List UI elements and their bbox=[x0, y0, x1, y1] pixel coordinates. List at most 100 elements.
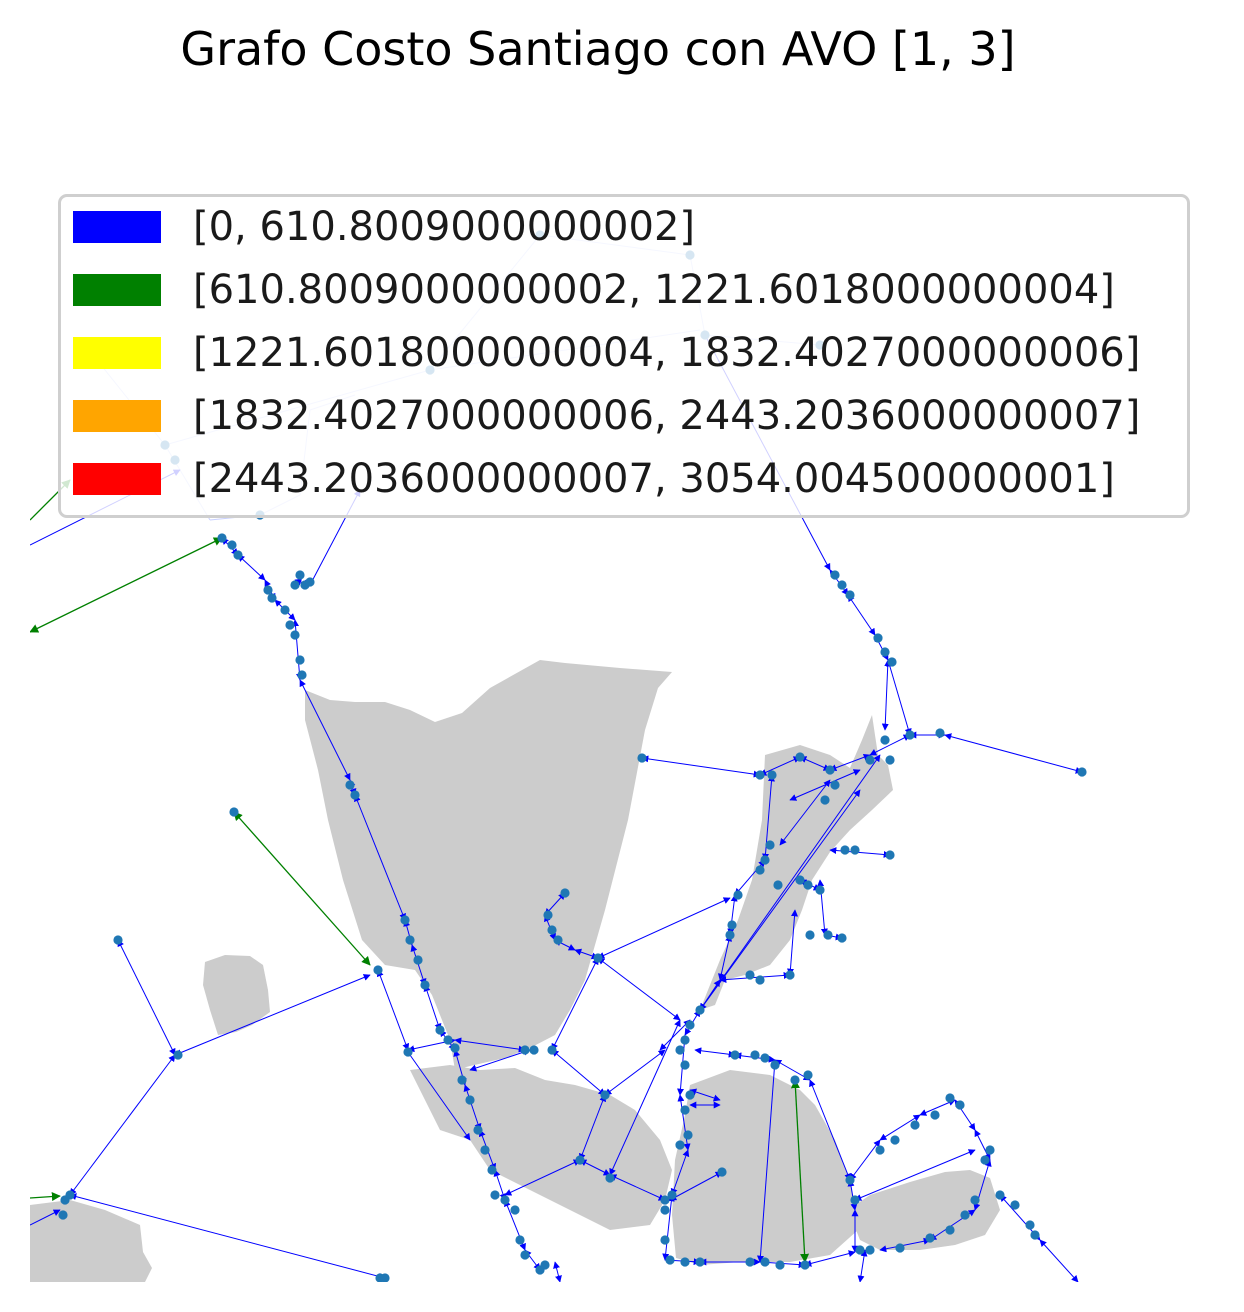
node-134 bbox=[865, 1245, 875, 1255]
edge-58 bbox=[504, 1159, 581, 1196]
node-55 bbox=[58, 1210, 68, 1220]
node-45 bbox=[373, 965, 383, 975]
edge-16 bbox=[30, 537, 223, 633]
node-51 bbox=[113, 935, 123, 945]
node-94 bbox=[803, 880, 813, 890]
node-12 bbox=[233, 550, 243, 560]
node-131 bbox=[845, 1175, 855, 1185]
node-63 bbox=[600, 1090, 610, 1100]
node-139 bbox=[970, 1195, 980, 1205]
node-143 bbox=[945, 1093, 955, 1103]
node-142 bbox=[955, 1100, 965, 1110]
node-15 bbox=[280, 605, 290, 615]
node-16 bbox=[290, 580, 300, 590]
edge-99 bbox=[854, 1149, 976, 1201]
legend: [0, 610.8009000000002] [610.800900000000… bbox=[58, 194, 1190, 518]
edge-43 bbox=[117, 939, 176, 1056]
node-138 bbox=[960, 1210, 970, 1220]
node-149 bbox=[1010, 1200, 1020, 1210]
node-64 bbox=[575, 1155, 585, 1165]
node-52 bbox=[173, 1050, 183, 1060]
node-82 bbox=[845, 590, 855, 600]
node-10 bbox=[217, 533, 227, 543]
node-72 bbox=[830, 780, 840, 790]
edge-108 bbox=[689, 1088, 721, 1102]
node-44 bbox=[540, 1260, 550, 1270]
edge-18 bbox=[237, 554, 266, 581]
land-polygon-3 bbox=[203, 955, 270, 1035]
edge-95 bbox=[974, 1129, 991, 1161]
node-14 bbox=[267, 593, 277, 603]
edge-56 bbox=[551, 1049, 606, 1096]
legend-swatch-5 bbox=[73, 463, 161, 495]
node-69 bbox=[767, 770, 777, 780]
node-50 bbox=[229, 807, 239, 817]
node-61 bbox=[553, 935, 563, 945]
node-112 bbox=[683, 1130, 693, 1140]
node-77 bbox=[905, 730, 915, 740]
node-125 bbox=[790, 1075, 800, 1085]
edge-73 bbox=[881, 659, 892, 731]
node-95 bbox=[815, 885, 825, 895]
node-37 bbox=[487, 1165, 497, 1175]
land-polygon-6 bbox=[672, 1070, 858, 1265]
node-68 bbox=[755, 770, 765, 780]
node-23 bbox=[297, 670, 307, 680]
node-145 bbox=[910, 1120, 920, 1130]
edge-88 bbox=[804, 1250, 856, 1267]
legend-entry-1: [0, 610.8009000000002] bbox=[73, 197, 695, 257]
node-103 bbox=[755, 975, 765, 985]
node-93 bbox=[795, 875, 805, 885]
node-89 bbox=[755, 865, 765, 875]
node-65 bbox=[605, 1173, 615, 1183]
edge-91 bbox=[849, 1139, 881, 1181]
node-105 bbox=[695, 1005, 705, 1015]
node-127 bbox=[745, 1257, 755, 1267]
edge-107 bbox=[790, 1079, 810, 1263]
edge-34 bbox=[493, 1169, 507, 1201]
node-30 bbox=[435, 1025, 445, 1035]
edge-69 bbox=[944, 733, 1083, 774]
node-113 bbox=[675, 1140, 685, 1150]
edge-123 bbox=[553, 1261, 562, 1282]
node-27 bbox=[405, 935, 415, 945]
node-67 bbox=[637, 753, 647, 763]
node-119 bbox=[717, 1167, 727, 1177]
edge-32 bbox=[463, 1084, 482, 1131]
edge-119 bbox=[789, 769, 861, 801]
node-33 bbox=[457, 1075, 467, 1085]
node-11 bbox=[227, 540, 237, 550]
node-90 bbox=[760, 855, 770, 865]
node-133 bbox=[855, 1245, 865, 1255]
edge-21 bbox=[292, 619, 303, 681]
node-80 bbox=[830, 570, 840, 580]
edge-62 bbox=[604, 1049, 666, 1096]
legend-entry-4: [1832.4027000000006, 2443.2036000000007] bbox=[73, 386, 1140, 446]
node-98 bbox=[885, 850, 895, 860]
edge-60 bbox=[609, 1174, 666, 1201]
node-28 bbox=[413, 955, 423, 965]
node-148 bbox=[995, 1190, 1005, 1200]
node-42 bbox=[520, 1250, 530, 1260]
node-76 bbox=[880, 735, 890, 745]
node-109 bbox=[680, 1060, 690, 1070]
node-121 bbox=[750, 1050, 760, 1060]
edge-28 bbox=[410, 944, 427, 986]
edge-113 bbox=[786, 909, 799, 976]
node-74 bbox=[865, 755, 875, 765]
node-58 bbox=[560, 888, 570, 898]
legend-label-4: [1832.4027000000006, 2443.2036000000007] bbox=[193, 393, 1141, 439]
node-96 bbox=[840, 845, 850, 855]
edge-122 bbox=[857, 1249, 868, 1282]
node-108 bbox=[675, 1045, 685, 1055]
node-99 bbox=[837, 933, 847, 943]
edge-54 bbox=[551, 957, 599, 1051]
node-114 bbox=[667, 1190, 677, 1200]
node-128 bbox=[760, 1257, 770, 1267]
node-48 bbox=[547, 1045, 557, 1055]
node-36 bbox=[480, 1145, 490, 1155]
edge-47 bbox=[30, 1192, 61, 1202]
edge-102 bbox=[694, 1047, 736, 1058]
node-116 bbox=[660, 1235, 670, 1245]
legend-entry-5: [2443.2036000000007, 3054.004500000001] bbox=[73, 449, 1115, 509]
